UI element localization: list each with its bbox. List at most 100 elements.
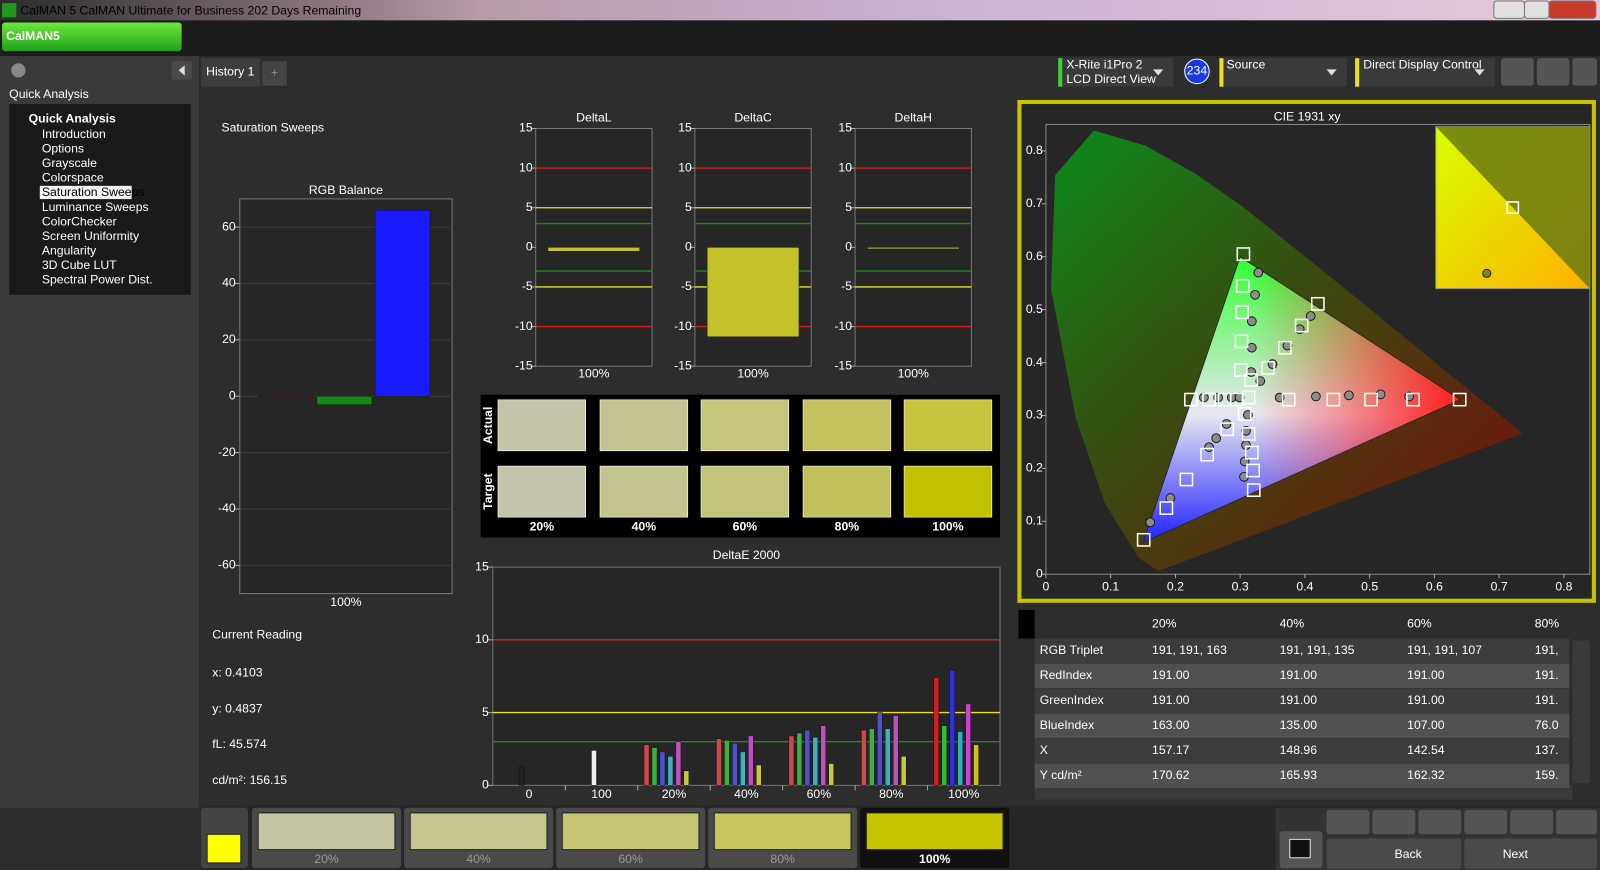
display-label: Direct Display Control xyxy=(1363,58,1481,72)
measured-point xyxy=(1253,267,1264,278)
row-label: RGB Triplet xyxy=(1040,643,1104,657)
swatch-button-label[interactable]: 20% xyxy=(314,852,339,866)
back-label[interactable]: Back xyxy=(1395,847,1423,861)
y-tick-label: 15 xyxy=(838,121,852,135)
close-button[interactable] xyxy=(1548,0,1597,19)
x-tick-label: 0.6 xyxy=(1426,580,1443,594)
table-cell: 159. xyxy=(1535,768,1559,782)
measured-point xyxy=(1165,493,1176,503)
current-color xyxy=(206,833,242,864)
measured-point xyxy=(1311,391,1321,402)
y-tick-label: 0.3 xyxy=(1026,408,1043,422)
sidebar-pin[interactable] xyxy=(11,63,26,78)
play-button[interactable] xyxy=(1372,809,1416,835)
swatch-label: 20% xyxy=(530,520,555,534)
table-scrollbar[interactable] xyxy=(1572,640,1590,784)
gamut-red-shade xyxy=(1143,256,1461,543)
bar xyxy=(941,725,948,786)
bar xyxy=(804,729,811,786)
refresh-button[interactable] xyxy=(1510,809,1554,835)
next-button[interactable] xyxy=(1464,838,1597,869)
target-point xyxy=(1310,296,1325,311)
target-point xyxy=(1234,334,1249,349)
confirm-button[interactable] xyxy=(1556,809,1597,835)
meter-select[interactable] xyxy=(1058,58,1174,87)
y-tick-label: 15 xyxy=(519,121,533,135)
swatch-label: 100% xyxy=(932,520,963,534)
tree-item[interactable]: Saturation Sweeps xyxy=(42,185,145,199)
x-tick-label: 100% xyxy=(330,595,361,609)
add-tab[interactable] xyxy=(262,61,287,86)
bar xyxy=(748,735,754,786)
measured-point xyxy=(1375,389,1386,400)
target-swatch xyxy=(903,465,993,518)
bar xyxy=(732,742,738,786)
next-label[interactable]: Next xyxy=(1503,847,1529,861)
measured-point xyxy=(1199,392,1209,403)
fit-button[interactable] xyxy=(1418,809,1462,835)
tab[interactable] xyxy=(201,58,261,87)
target-point xyxy=(1159,501,1174,515)
meter-badge[interactable] xyxy=(1184,58,1210,85)
tree-item[interactable]: Angularity xyxy=(42,244,97,258)
target-point xyxy=(1202,392,1216,407)
target-point xyxy=(1244,445,1259,460)
y-tick-label: 0.5 xyxy=(1026,302,1043,316)
x-tick-label: 100% xyxy=(948,787,979,801)
meter-select-arrow xyxy=(1153,69,1164,76)
swatch-button-label[interactable]: 60% xyxy=(618,852,643,866)
source-select[interactable] xyxy=(1219,58,1347,87)
add-tab-label[interactable]: + xyxy=(271,66,278,80)
chart-title: DeltaC xyxy=(734,111,772,125)
table-hscrollbar[interactable] xyxy=(1034,785,1573,800)
bar xyxy=(965,703,971,786)
display-select[interactable] xyxy=(1355,58,1495,87)
tree-item[interactable]: Grayscale xyxy=(42,156,97,170)
table-cell: 191.00 xyxy=(1152,693,1190,707)
swatch-button-label[interactable]: 40% xyxy=(466,852,491,866)
bar xyxy=(740,751,746,786)
measured-point xyxy=(1204,442,1214,453)
logo-button[interactable] xyxy=(2,22,182,51)
back-button[interactable] xyxy=(1326,838,1462,869)
chart-title: DeltaE 2000 xyxy=(713,548,781,562)
loop-button[interactable] xyxy=(1464,809,1508,835)
tree-item[interactable]: Options xyxy=(42,141,84,155)
tree-root[interactable]: Quick Analysis xyxy=(29,112,116,126)
app-icon xyxy=(2,3,17,18)
chart-title: RGB Balance xyxy=(309,183,383,197)
navigation-tree xyxy=(9,104,191,295)
swatch-label: 60% xyxy=(733,520,758,534)
swatch-button-label[interactable]: 80% xyxy=(770,852,795,866)
tree-item[interactable]: 3D Cube LUT xyxy=(42,258,117,272)
y-tick-label: 10 xyxy=(838,160,852,174)
y-tick-label: -60 xyxy=(218,558,236,572)
target-point xyxy=(1452,392,1467,407)
record-button[interactable] xyxy=(1326,809,1370,835)
icon-button[interactable] xyxy=(1572,58,1597,86)
bar xyxy=(667,755,674,786)
tree-item[interactable]: Luminance Sweeps xyxy=(42,200,149,214)
tree-item[interactable]: Screen Uniformity xyxy=(42,229,140,243)
tab-label[interactable]: History 1 xyxy=(206,65,254,79)
tree-item[interactable]: ColorChecker xyxy=(42,214,117,228)
x-tick-label: 100% xyxy=(578,367,609,381)
maximize-button[interactable] xyxy=(1523,0,1550,19)
icon-button[interactable] xyxy=(1536,58,1570,86)
y-tick-label: 15 xyxy=(475,559,489,573)
row-label: RedIndex xyxy=(1040,668,1092,682)
collapse-arrow xyxy=(178,65,185,76)
y-tick-label: -20 xyxy=(218,445,236,459)
y-tick-label: 0.2 xyxy=(1026,461,1043,475)
tree-item[interactable]: Colorspace xyxy=(42,171,104,185)
y-tick-label: -5 xyxy=(522,279,533,293)
minimize-button[interactable] xyxy=(1493,0,1525,19)
tree-item[interactable]: Introduction xyxy=(42,127,106,141)
swatch-button-label[interactable]: 100% xyxy=(919,852,950,866)
tree-item[interactable]: Spectral Power Dist. xyxy=(42,273,153,287)
x-tick-label: 0.1 xyxy=(1102,580,1119,594)
window-title: CalMAN 5 CalMAN Ultimate for Business 20… xyxy=(20,3,361,17)
y-tick-label: -5 xyxy=(841,279,852,293)
icon-button[interactable] xyxy=(1501,58,1534,86)
table-cell: 191. xyxy=(1535,668,1559,682)
